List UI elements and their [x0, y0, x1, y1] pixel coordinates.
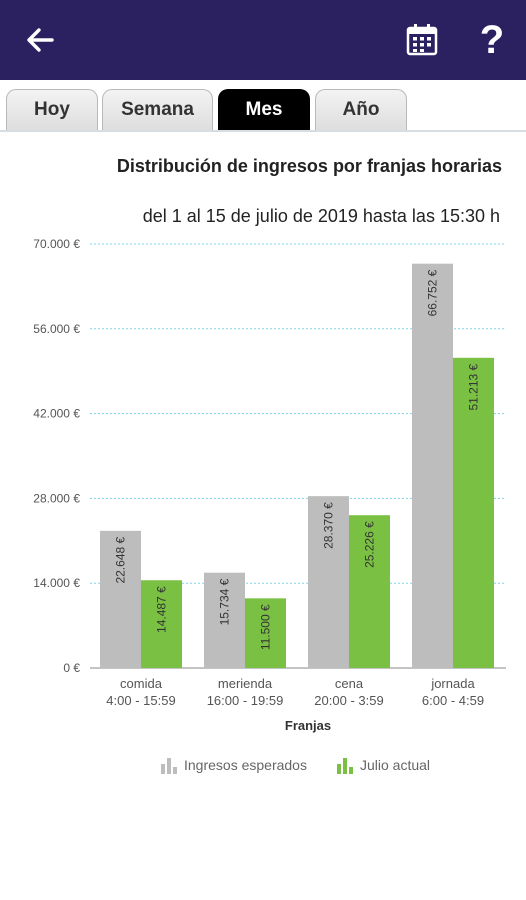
back-button[interactable]: [22, 22, 58, 58]
data-label: 28.370 €: [322, 502, 336, 549]
bar-actual: [349, 515, 390, 668]
data-label: 25.226 €: [363, 521, 377, 568]
bar-actual: [141, 580, 182, 668]
legend-item-actual[interactable]: Julio actual: [336, 756, 430, 774]
tab-mes[interactable]: Mes: [218, 89, 310, 130]
data-label: 14.487 €: [155, 586, 169, 633]
y-tick-label: 28.000 €: [33, 491, 80, 505]
bar-actual: [245, 598, 286, 668]
bar-chart-icon: [161, 758, 177, 774]
tab-semana[interactable]: Semana: [102, 89, 213, 130]
x-tick-label: 20:00 - 3:59: [314, 693, 383, 708]
bar-expected: [412, 263, 453, 668]
legend-label-actual: Julio actual: [360, 757, 431, 773]
bar-actual: [453, 357, 494, 668]
chart-title: Distribución de ingresos por franjas hor…: [116, 156, 502, 176]
tabs-divider: [0, 130, 526, 132]
y-tick-label: 42.000 €: [33, 407, 80, 421]
x-tick-label: 4:00 - 15:59: [106, 693, 175, 708]
legend-item-expected[interactable]: Ingresos esperados: [160, 756, 307, 774]
y-tick-label: 56.000 €: [33, 322, 80, 336]
data-label: 66.752 €: [426, 269, 440, 316]
chart-legend: Ingresos esperados Julio actual: [0, 756, 526, 776]
tab-hoy[interactable]: Hoy: [6, 89, 98, 130]
y-tick-label: 70.000 €: [33, 237, 80, 251]
x-tick-label: comida: [120, 676, 163, 691]
bar-expected: [308, 496, 349, 668]
x-tick-label: jornada: [430, 676, 475, 691]
data-label: 51.213 €: [467, 363, 481, 410]
help-button[interactable]: ?: [479, 18, 505, 62]
period-tabs: Hoy Semana Mes Año: [0, 80, 526, 132]
bar-expected: [100, 530, 141, 668]
data-label: 22.648 €: [114, 536, 128, 583]
x-tick-label: merienda: [218, 676, 273, 691]
x-axis-title: Franjas: [285, 718, 331, 733]
bar-chart: 0 € 14.000 € 28.000 € 42.000 € 56.000 € 70.00…: [33, 237, 506, 733]
y-tick-label: 14.000 €: [33, 576, 80, 590]
data-label: 15.734 €: [218, 578, 232, 625]
chart-subtitle: del 1 al 15 de julio de 2019 hasta las 1…: [142, 206, 500, 226]
arrow-left-icon: [27, 28, 54, 52]
bar-expected: [204, 572, 245, 668]
legend-label-expected: Ingresos esperados: [184, 757, 307, 773]
calendar-button[interactable]: [404, 22, 440, 58]
x-tick-label: cena: [335, 676, 364, 691]
app-bar: ?: [0, 0, 526, 80]
x-tick-label: 16:00 - 19:59: [207, 693, 284, 708]
calendar-icon: [406, 24, 438, 56]
y-tick-label: 0 €: [63, 661, 80, 675]
data-label: 11.500 €: [259, 604, 273, 650]
bar-chart-icon: [337, 758, 353, 774]
x-tick-label: 6:00 - 4:59: [422, 693, 484, 708]
tab-ano[interactable]: Año: [315, 89, 407, 130]
